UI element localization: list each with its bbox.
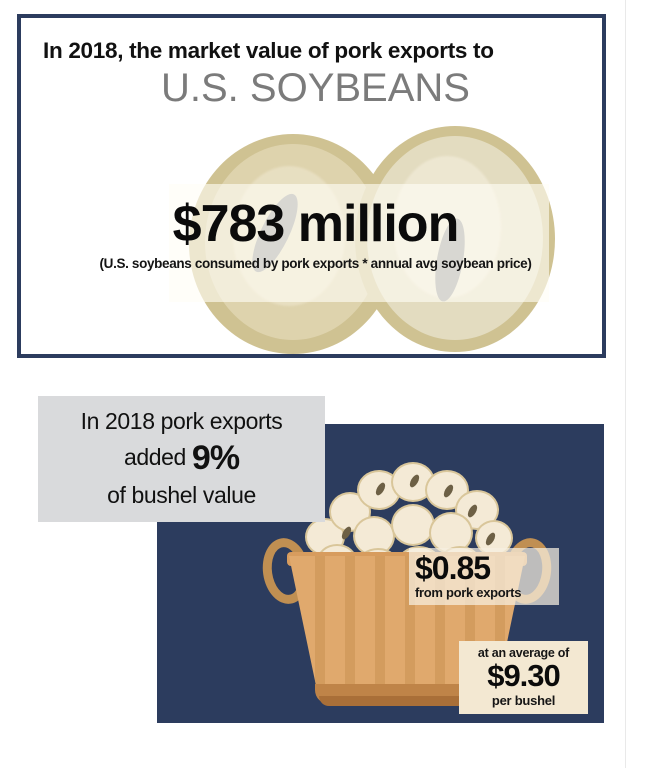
bushel-basket-illustration: $0.85 from pork exports at an average of… (257, 460, 588, 715)
pork-export-contribution-callout: $0.85 from pork exports (409, 548, 559, 605)
basket-stave (405, 556, 415, 692)
basket-stave (345, 556, 355, 692)
soybean-market-value-formula-note: (U.S. soybeans consumed by pork exports … (99, 256, 532, 271)
bushel-value-statement-box: In 2018 pork exports added 9% of bushel … (38, 396, 325, 522)
soybean-value-panel: In 2018, the market value of pork export… (17, 14, 606, 358)
statement-line-3: of bushel value (107, 482, 256, 508)
basket-stave (495, 556, 505, 692)
statement-percent-value: 9% (191, 439, 240, 477)
statement-line-2: added 9% (38, 441, 325, 475)
basket-stave (375, 556, 385, 692)
average-bushel-price-callout: at an average of $9.30 per bushel (459, 641, 588, 714)
basket-stave (315, 556, 325, 692)
page-title-line-2: U.S. SOYBEANS (161, 66, 470, 110)
soybeans-illustration (169, 126, 555, 354)
basket-stave (435, 556, 445, 692)
pork-export-contribution-value: $0.85 (415, 550, 491, 586)
statement-line-1: In 2018 pork exports (80, 408, 283, 434)
text-backdrop-band (169, 184, 549, 302)
page-title-line-1: In 2018, the market value of pork export… (43, 38, 494, 63)
soybean-value-panel-inner: In 2018, the market value of pork export… (21, 18, 602, 354)
pork-export-contribution-label: from pork exports (415, 585, 522, 600)
soybean (391, 504, 435, 546)
average-bushel-price-top-label: at an average of (477, 646, 570, 660)
basket-stave (465, 556, 475, 692)
basket-foot (319, 696, 495, 706)
statement-line-2-prefix: added (123, 444, 192, 470)
page-edge-line (625, 0, 626, 768)
soybean-market-value-figure: $783 million (172, 195, 460, 253)
average-bushel-price-value: $9.30 (487, 658, 561, 693)
average-bushel-price-bottom-label: per bushel (491, 692, 556, 708)
